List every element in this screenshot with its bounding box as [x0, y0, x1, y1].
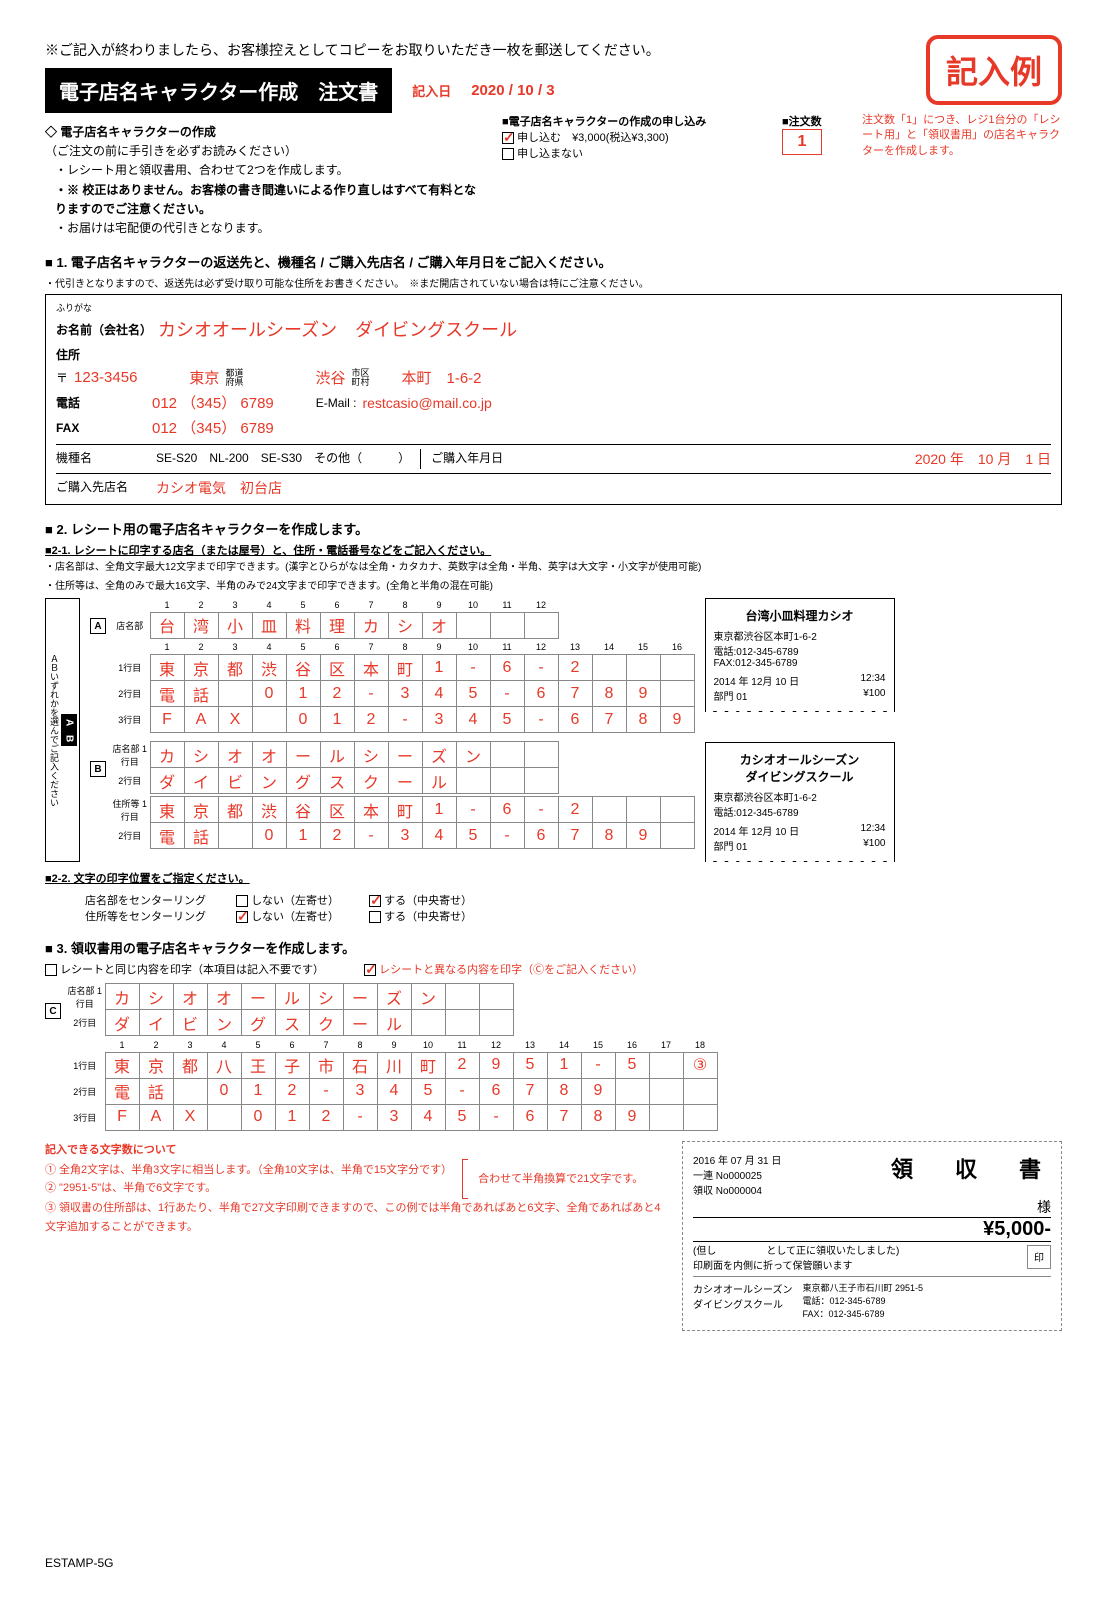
pstore-value[interactable]: カシオ電気 初台店: [156, 478, 282, 498]
grid-b-shop[interactable]: 店名部 1行目カシオオールシーズン2行目ダイビングスクール: [110, 741, 559, 794]
doc-id: ESTAMP-5G: [45, 1556, 113, 1570]
pref-label: 都道府県: [225, 369, 243, 387]
date-label: 記入日: [412, 81, 451, 100]
checkbox[interactable]: [364, 964, 376, 976]
sec3-opt1: レシートと同じ内容を印字（本項目は記入不要です）: [60, 964, 324, 976]
furigana-label: ふりがな: [56, 301, 1051, 314]
rest-value[interactable]: 本町 1-6-2: [401, 367, 481, 388]
pdate-value[interactable]: 2020 年 10 月 1 日: [915, 449, 1051, 469]
fax-value[interactable]: 012 （345） 6789: [152, 417, 274, 438]
pdate-label: ご購入年月日: [420, 449, 503, 469]
sec22-title: ■2-2. 文字の印字位置をご指定ください。: [45, 870, 1062, 886]
pref-value[interactable]: 東京: [189, 367, 219, 388]
email-label: E-Mail :: [316, 396, 357, 410]
intro-list: レシート用と領収書用、合わせて2つを作成します。 ※ 校正はありません。お客様の…: [45, 161, 482, 238]
app-head: ■電子店名キャラクターの作成の申し込み: [502, 113, 762, 129]
intro-item: お届けは宅配便の代引きとなります。: [55, 219, 482, 238]
checkbox[interactable]: [236, 911, 248, 923]
ward-label: 市区町村: [351, 369, 369, 387]
fax-label: FAX: [56, 421, 146, 435]
sec1-sub: ・代引きとなりますので、返送先は必ず受け取り可能な住所をお書きください。 ※まだ…: [45, 275, 1062, 290]
intro-head: ◇ 電子店名キャラクターの作成: [45, 123, 482, 142]
receipt-sample-b: カシオオールシーズン ダイビングスクール 東京都渋谷区本町1-6-2 電話:01…: [705, 742, 895, 862]
checkbox[interactable]: [369, 895, 381, 907]
email-value[interactable]: restcasio@mail.co.jp: [362, 395, 491, 411]
receipt-sample-a: 台湾小皿料理カシオ 東京都渋谷区本町1-6-2 電話:012-345-6789 …: [705, 598, 895, 712]
checkbox[interactable]: [45, 964, 57, 976]
price: ¥3,000(税込¥3,300): [572, 132, 669, 144]
qty-note: 注文数「1」につき、レジ1台分の「レシート用」と「領収書用」の店名キャラクターを…: [862, 113, 1062, 159]
grid-a-shop[interactable]: 123456789101112店名部台湾小皿料理カシオ: [110, 598, 559, 639]
checkbox[interactable]: [369, 911, 381, 923]
grid-a-addr[interactable]: 123456789101112131415161行目東京都渋谷区本町1-6-22…: [110, 641, 695, 734]
intro-item: レシート用と領収書用、合わせて2つを作成します。: [55, 161, 482, 180]
ctr-yes: する（中央寄せ）: [384, 895, 472, 907]
models[interactable]: SE-S20 NL-200 SE-S30 その他（ ）: [156, 449, 410, 469]
ctr-no: しない（左寄せ）: [251, 895, 339, 907]
ctr1-label: 店名部をセンターリング: [85, 895, 206, 907]
grid-b-addr[interactable]: 住所等 1行目東京都渋谷区本町1-6-22行目電話012-345-6789: [110, 796, 695, 849]
model-label: 機種名: [56, 449, 146, 469]
grid-c-shop[interactable]: 店名部 1行目カシオオールシーズン2行目ダイビングスクール: [65, 983, 514, 1036]
sec1-title: ■ 1. 電子店名キャラクターの返送先と、機種名 / ご購入先店名 / ご購入年…: [45, 252, 1062, 271]
name-value[interactable]: カシオオールシーズン ダイビングスクール: [158, 316, 517, 342]
qty-box[interactable]: 1: [782, 129, 822, 155]
sec21-title: ■2-1. レシートに印字する店名（または屋号）と、住所・電話番号などをご記入く…: [45, 542, 1062, 558]
top-note: ※ご記入が終わりましたら、お客様控えとしてコピーをお取りいただき一枚を郵送してく…: [45, 40, 1062, 60]
zip-value[interactable]: 123-3456: [74, 369, 137, 386]
checkbox-noapply[interactable]: [502, 148, 514, 160]
checkbox-apply[interactable]: [502, 132, 514, 144]
footnote: 記入できる文字数について ① 全角2文字は、半角3文字に相当します。（全角10文…: [45, 1141, 662, 1237]
sec2-title: ■ 2. レシート用の電子店名キャラクターを作成します。: [45, 519, 1062, 538]
form-title: 電子店名キャラクター作成 注文書: [45, 68, 392, 113]
invoice-sample: 2016 年 07 月 31 日 一連 No000025 領収 No000004…: [682, 1141, 1062, 1331]
checkbox[interactable]: [236, 895, 248, 907]
sec3-title: ■ 3. 領収書用の電子店名キャラクターを作成します。: [45, 938, 1062, 957]
tel-value[interactable]: 012 （345） 6789: [152, 392, 274, 413]
pstore-label: ご購入先店名: [56, 478, 146, 498]
ctr-no: しない（左寄せ）: [251, 911, 339, 923]
sec3-opt2: レシートと異なる内容を印字（Ⓒをご記入ください）: [379, 964, 643, 976]
intro-item: ※ 校正はありません。お客様の書き間違いによる作り直しはすべて有料となりますので…: [55, 181, 482, 219]
tel-label: 電話: [56, 394, 146, 411]
customer-form: ふりがな お名前（会社名） カシオオールシーズン ダイビングスクール 住所 〒 …: [45, 294, 1062, 505]
ctr2-label: 住所等をセンターリング: [85, 911, 206, 923]
sec21-note1: ・店名部は、全角文字最大12文字まで印字できます。(漢字とひらがなは全角・カタカ…: [45, 558, 1062, 573]
grid-c-addr[interactable]: 1234567891011121314151617181行目東京都八王子市石川町…: [65, 1038, 718, 1131]
date-value: 2020 / 10 / 3: [471, 82, 554, 99]
apply-label: 申し込む: [517, 132, 561, 144]
zip-label: 〒: [56, 369, 68, 386]
qty-head: ■注文数: [782, 113, 842, 129]
intro-sub: （ご注文の前に手引きを必ずお読みください）: [45, 142, 482, 161]
addr-label: 住所: [56, 346, 146, 363]
side-label: AB ＡＢいずれかを選んでご記入ください: [45, 598, 80, 862]
noapply-label: 申し込まない: [517, 148, 583, 160]
ctr-yes: する（中央寄せ）: [384, 911, 472, 923]
city-value[interactable]: 渋谷: [315, 367, 345, 388]
sample-stamp: 記入例: [926, 35, 1062, 105]
sec21-note2: ・住所等は、全角のみで最大16文字、半角のみで24文字まで印字できます。(全角と…: [45, 577, 1062, 592]
name-label: お名前（会社名）: [56, 321, 152, 338]
